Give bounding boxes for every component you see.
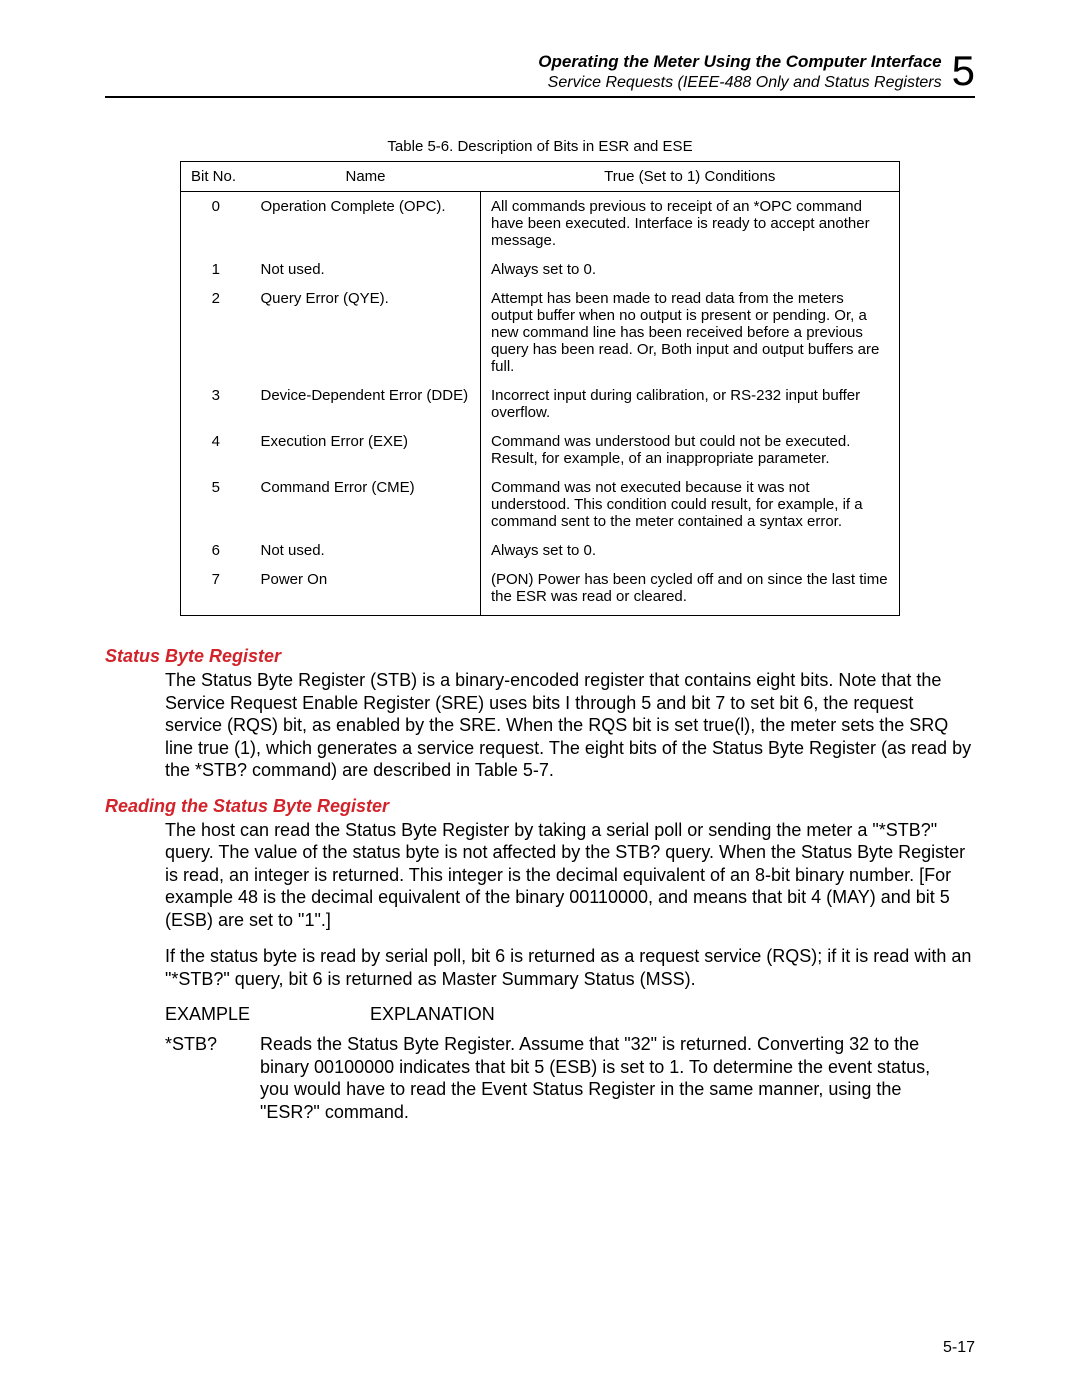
cell-cond: Attempt has been made to read data from …: [481, 284, 900, 381]
table-row: 3 Device-Dependent Error (DDE) Incorrect…: [181, 381, 900, 427]
chapter-number: 5: [952, 50, 975, 92]
cell-name: Execution Error (EXE): [251, 427, 481, 473]
cell-name: Not used.: [251, 536, 481, 565]
table-row: 6 Not used. Always set to 0.: [181, 536, 900, 565]
cell-bitno: 2: [181, 284, 251, 381]
cell-cond: Command was not executed because it was …: [481, 473, 900, 536]
table-row: 1 Not used. Always set to 0.: [181, 255, 900, 284]
col-name: Name: [251, 162, 481, 192]
cell-bitno: 3: [181, 381, 251, 427]
page-number: 5-17: [943, 1339, 975, 1357]
cell-cond: Always set to 0.: [481, 255, 900, 284]
cell-bitno: 5: [181, 473, 251, 536]
cell-bitno: 4: [181, 427, 251, 473]
header-subtitle: Service Requests (IEEE-488 Only and Stat…: [538, 73, 941, 92]
cell-name: Not used.: [251, 255, 481, 284]
table-row: 7 Power On (PON) Power has been cycled o…: [181, 565, 900, 616]
cell-cond: (PON) Power has been cycled off and on s…: [481, 565, 900, 616]
paragraph: The Status Byte Register (STB) is a bina…: [165, 669, 975, 782]
section-heading-status-byte: Status Byte Register: [105, 646, 975, 667]
cell-cond: Command was understood but could not be …: [481, 427, 900, 473]
example-label: EXAMPLE: [165, 1004, 365, 1025]
table-row: 5 Command Error (CME) Command was not ex…: [181, 473, 900, 536]
cell-name: Command Error (CME): [251, 473, 481, 536]
header-title: Operating the Meter Using the Computer I…: [538, 52, 941, 72]
table-row: 4 Execution Error (EXE) Command was unde…: [181, 427, 900, 473]
paragraph: The host can read the Status Byte Regist…: [165, 819, 975, 932]
col-conditions: True (Set to 1) Conditions: [481, 162, 900, 192]
cell-name: Operation Complete (OPC).: [251, 192, 481, 256]
cell-bitno: 7: [181, 565, 251, 616]
cell-bitno: 0: [181, 192, 251, 256]
example-header-row: EXAMPLE EXPLANATION: [165, 1004, 975, 1025]
example-command: *STB?: [165, 1033, 255, 1056]
table-row: 2 Query Error (QYE). Attempt has been ma…: [181, 284, 900, 381]
table-header-row: Bit No. Name True (Set to 1) Conditions: [181, 162, 900, 192]
explanation-label: EXPLANATION: [370, 1004, 495, 1024]
cell-name: Power On: [251, 565, 481, 616]
cell-bitno: 1: [181, 255, 251, 284]
table-caption: Table 5-6. Description of Bits in ESR an…: [105, 138, 975, 155]
cell-cond: Always set to 0.: [481, 536, 900, 565]
example-explanation: Reads the Status Byte Register. Assume t…: [260, 1033, 960, 1123]
cell-bitno: 6: [181, 536, 251, 565]
cell-cond: Incorrect input during calibration, or R…: [481, 381, 900, 427]
cell-name: Device-Dependent Error (DDE): [251, 381, 481, 427]
cell-name: Query Error (QYE).: [251, 284, 481, 381]
col-bitno: Bit No.: [181, 162, 251, 192]
header-text-block: Operating the Meter Using the Computer I…: [538, 52, 941, 92]
cell-cond: All commands previous to receipt of an *…: [481, 192, 900, 256]
page-header: Operating the Meter Using the Computer I…: [105, 50, 975, 98]
document-page: Operating the Meter Using the Computer I…: [0, 0, 1080, 1397]
table-row: 0 Operation Complete (OPC). All commands…: [181, 192, 900, 256]
example-row: *STB? Reads the Status Byte Register. As…: [165, 1033, 975, 1123]
bits-table: Bit No. Name True (Set to 1) Conditions …: [180, 161, 900, 616]
paragraph: If the status byte is read by serial pol…: [165, 945, 975, 990]
section-heading-reading-status-byte: Reading the Status Byte Register: [105, 796, 975, 817]
